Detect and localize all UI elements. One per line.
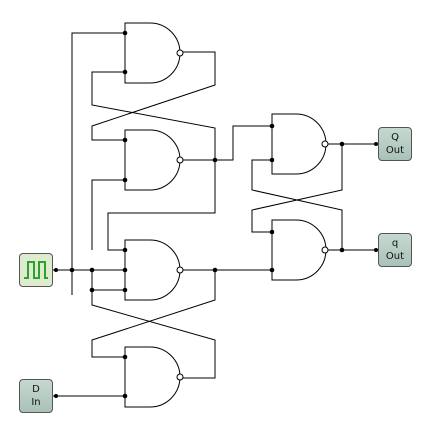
q-bar-output[interactable]: q Out xyxy=(378,233,412,267)
wire-g2-fb xyxy=(107,160,216,251)
clock-pulse-icon xyxy=(24,261,48,279)
d-input[interactable]: D In xyxy=(19,379,53,413)
wire-bus-left xyxy=(71,32,125,295)
nand-gate-6 xyxy=(271,219,329,281)
nand-gate-1 xyxy=(124,22,184,84)
q-output[interactable]: Q Out xyxy=(378,127,412,161)
nand-gate-2 xyxy=(124,129,184,191)
wire-cross-top-b xyxy=(91,51,216,141)
nand-gate-5 xyxy=(271,113,329,175)
clock-input[interactable] xyxy=(19,253,53,287)
nand-gate-4 xyxy=(124,346,184,408)
wire-cross-top-a xyxy=(91,71,216,160)
q-output-label: Q xyxy=(391,132,399,143)
junction-dots xyxy=(54,30,378,399)
wire-latch-b xyxy=(251,143,343,233)
wires xyxy=(53,32,378,397)
wire-cross-bot-a xyxy=(91,290,216,379)
gates xyxy=(124,22,329,408)
wire-cross-bot-b xyxy=(91,270,216,358)
q-bar-output-label: q xyxy=(391,238,399,249)
wire-clock-b xyxy=(91,270,125,291)
q-bar-output-sublabel: Out xyxy=(385,251,405,262)
nand-gate-3 xyxy=(124,239,184,301)
d-input-label: D xyxy=(32,384,40,395)
d-input-sublabel: In xyxy=(31,397,41,408)
q-output-sublabel: Out xyxy=(385,145,405,156)
wire-g2-in2 xyxy=(91,179,125,250)
wire-g2-out xyxy=(180,125,272,161)
